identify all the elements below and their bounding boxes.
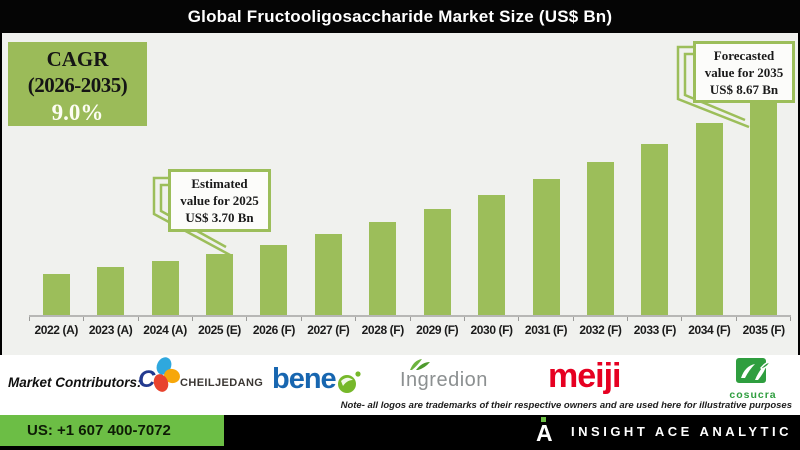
page-title: Global Fructooligosaccharide Market Size… xyxy=(187,6,613,26)
axis-tick xyxy=(355,317,409,321)
bar-2024 xyxy=(151,261,179,315)
forecasted-value-callout: Forecasted value for 2035 US$ 8.67 Bn xyxy=(693,41,795,103)
callout-line: value for 2025 xyxy=(180,193,259,208)
contact-block: US: +1 607 400-7072 xyxy=(0,415,224,446)
x-axis-label: 2026 (F) xyxy=(252,323,296,337)
bar-2027 xyxy=(314,234,342,315)
cheiljedang-wordmark: CHEILJEDANG xyxy=(180,377,264,389)
axis-tick xyxy=(626,317,681,321)
cosucra-icon xyxy=(736,358,772,383)
axis-tick xyxy=(83,317,137,321)
trademark-note: Note- all logos are trademarks of their … xyxy=(340,400,792,411)
bar-2026 xyxy=(260,245,288,315)
bar-slot-2025 xyxy=(192,254,246,315)
brand-name: INSIGHT ACE ANALYTIC xyxy=(571,424,792,439)
cj-petals-icon xyxy=(153,357,180,392)
bar-2029 xyxy=(423,209,451,315)
cagr-box: CAGR (2026-2035) 9.0% xyxy=(8,42,147,126)
bar-slot-2033 xyxy=(628,144,682,315)
bar-slot-2024 xyxy=(138,261,192,315)
bar-2031 xyxy=(532,179,560,315)
bar-2030 xyxy=(478,195,506,315)
market-contributors-strip: Market Contributors: CJ CHEILJEDANG bene… xyxy=(0,355,800,415)
bar-slot-2022 xyxy=(29,274,83,315)
cosucra-logo: cosucra xyxy=(724,358,782,401)
x-axis-label: 2029 (F) xyxy=(416,323,459,337)
axis-tick xyxy=(192,317,246,321)
ingredion-leaf-icon xyxy=(410,359,430,370)
bar-slot-2032 xyxy=(573,162,627,315)
bar-2032 xyxy=(586,162,614,315)
cosucra-wordmark: cosucra xyxy=(729,389,777,401)
bars-row xyxy=(29,33,791,317)
meiji-logo: meiji xyxy=(548,357,621,395)
callout-line: value for 2035 xyxy=(704,64,784,80)
axis-tick xyxy=(518,317,572,321)
bar-2023 xyxy=(97,267,125,315)
x-axis-ticks xyxy=(29,317,792,321)
bar-slot-2031 xyxy=(519,179,573,315)
chart-area: CAGR (2026-2035) 9.0% Estimated value fo… xyxy=(0,33,800,355)
x-axis-label: 2023 (A) xyxy=(88,323,133,337)
bar-2025 xyxy=(205,254,233,315)
title-bar: Global Fructooligosaccharide Market Size… xyxy=(0,0,800,33)
beneo-wordmark: bene xyxy=(272,363,337,395)
bar-slot-2030 xyxy=(464,195,518,315)
callout-line: US$ 3.70 Bn xyxy=(185,210,254,225)
callout-line: Estimated xyxy=(191,176,248,191)
x-axis-label: 2031 (F) xyxy=(524,323,568,337)
axis-tick xyxy=(409,317,464,321)
cagr-value: 9.0% xyxy=(51,100,104,125)
axis-tick xyxy=(300,317,355,321)
x-axis-label: 2028 (F) xyxy=(361,323,405,337)
x-axis-label: 2033 (F) xyxy=(633,323,677,337)
axis-tick xyxy=(572,317,627,321)
bar-2033 xyxy=(641,144,669,315)
axis-tick xyxy=(29,317,83,321)
callout-line: US$ 8.67 Bn xyxy=(709,81,779,97)
ingredion-wordmark: Ingredion xyxy=(400,369,488,391)
axis-tick xyxy=(246,317,300,321)
beneo-logo: bene xyxy=(272,363,361,396)
insight-ace-logo-icon: A xyxy=(536,416,556,447)
bar-slot-2027 xyxy=(301,234,355,315)
axis-tick xyxy=(463,317,518,321)
bar-slot-2029 xyxy=(410,209,464,315)
x-axis-label: 2034 (F) xyxy=(688,323,731,337)
bar-slot-2028 xyxy=(356,222,410,315)
cagr-label: CAGR xyxy=(46,47,109,71)
bar-2028 xyxy=(369,222,397,315)
phone-number: US: +1 607 400-7072 xyxy=(27,422,171,439)
footer-bar: US: +1 607 400-7072 A INSIGHT ACE ANALYT… xyxy=(0,415,800,450)
x-axis-label: 2022 (A) xyxy=(34,323,78,337)
bar-plot: 2022 (A) 2023 (A) 2024 (A) 2025 (E) 2026 (F)… xyxy=(29,33,792,355)
axis-tick xyxy=(681,317,735,321)
axis-tick xyxy=(735,317,792,321)
bar-2022 xyxy=(42,274,70,315)
bar-slot-2026 xyxy=(247,245,301,315)
cagr-period: (2026-2035) xyxy=(27,73,128,97)
bar-slot-2034 xyxy=(682,123,736,315)
x-axis-label: 2024 (A) xyxy=(143,323,187,337)
bar-2034 xyxy=(695,123,723,315)
bar-slot-2035 xyxy=(736,101,790,315)
beneo-o-icon xyxy=(337,370,361,393)
x-axis-label: 2027 (F) xyxy=(307,323,350,337)
x-axis-label: 2032 (F) xyxy=(579,323,622,337)
estimated-value-callout: Estimated value for 2025 US$ 3.70 Bn xyxy=(168,169,271,232)
x-axis-label: 2025 (E) xyxy=(198,323,241,337)
axis-tick xyxy=(137,317,192,321)
x-axis-label: 2035 (F) xyxy=(742,323,786,337)
brand-block: A INSIGHT ACE ANALYTIC xyxy=(536,415,792,448)
x-axis-labels: 2022 (A) 2023 (A) 2024 (A) 2025 (E) 2026 (F)… xyxy=(29,323,791,337)
bar-2035 xyxy=(750,101,778,315)
market-contributors-label: Market Contributors: xyxy=(8,375,142,390)
bar-slot-2023 xyxy=(83,267,137,315)
callout-line: Forecasted xyxy=(713,47,775,63)
x-axis-label: 2030 (F) xyxy=(470,323,514,337)
